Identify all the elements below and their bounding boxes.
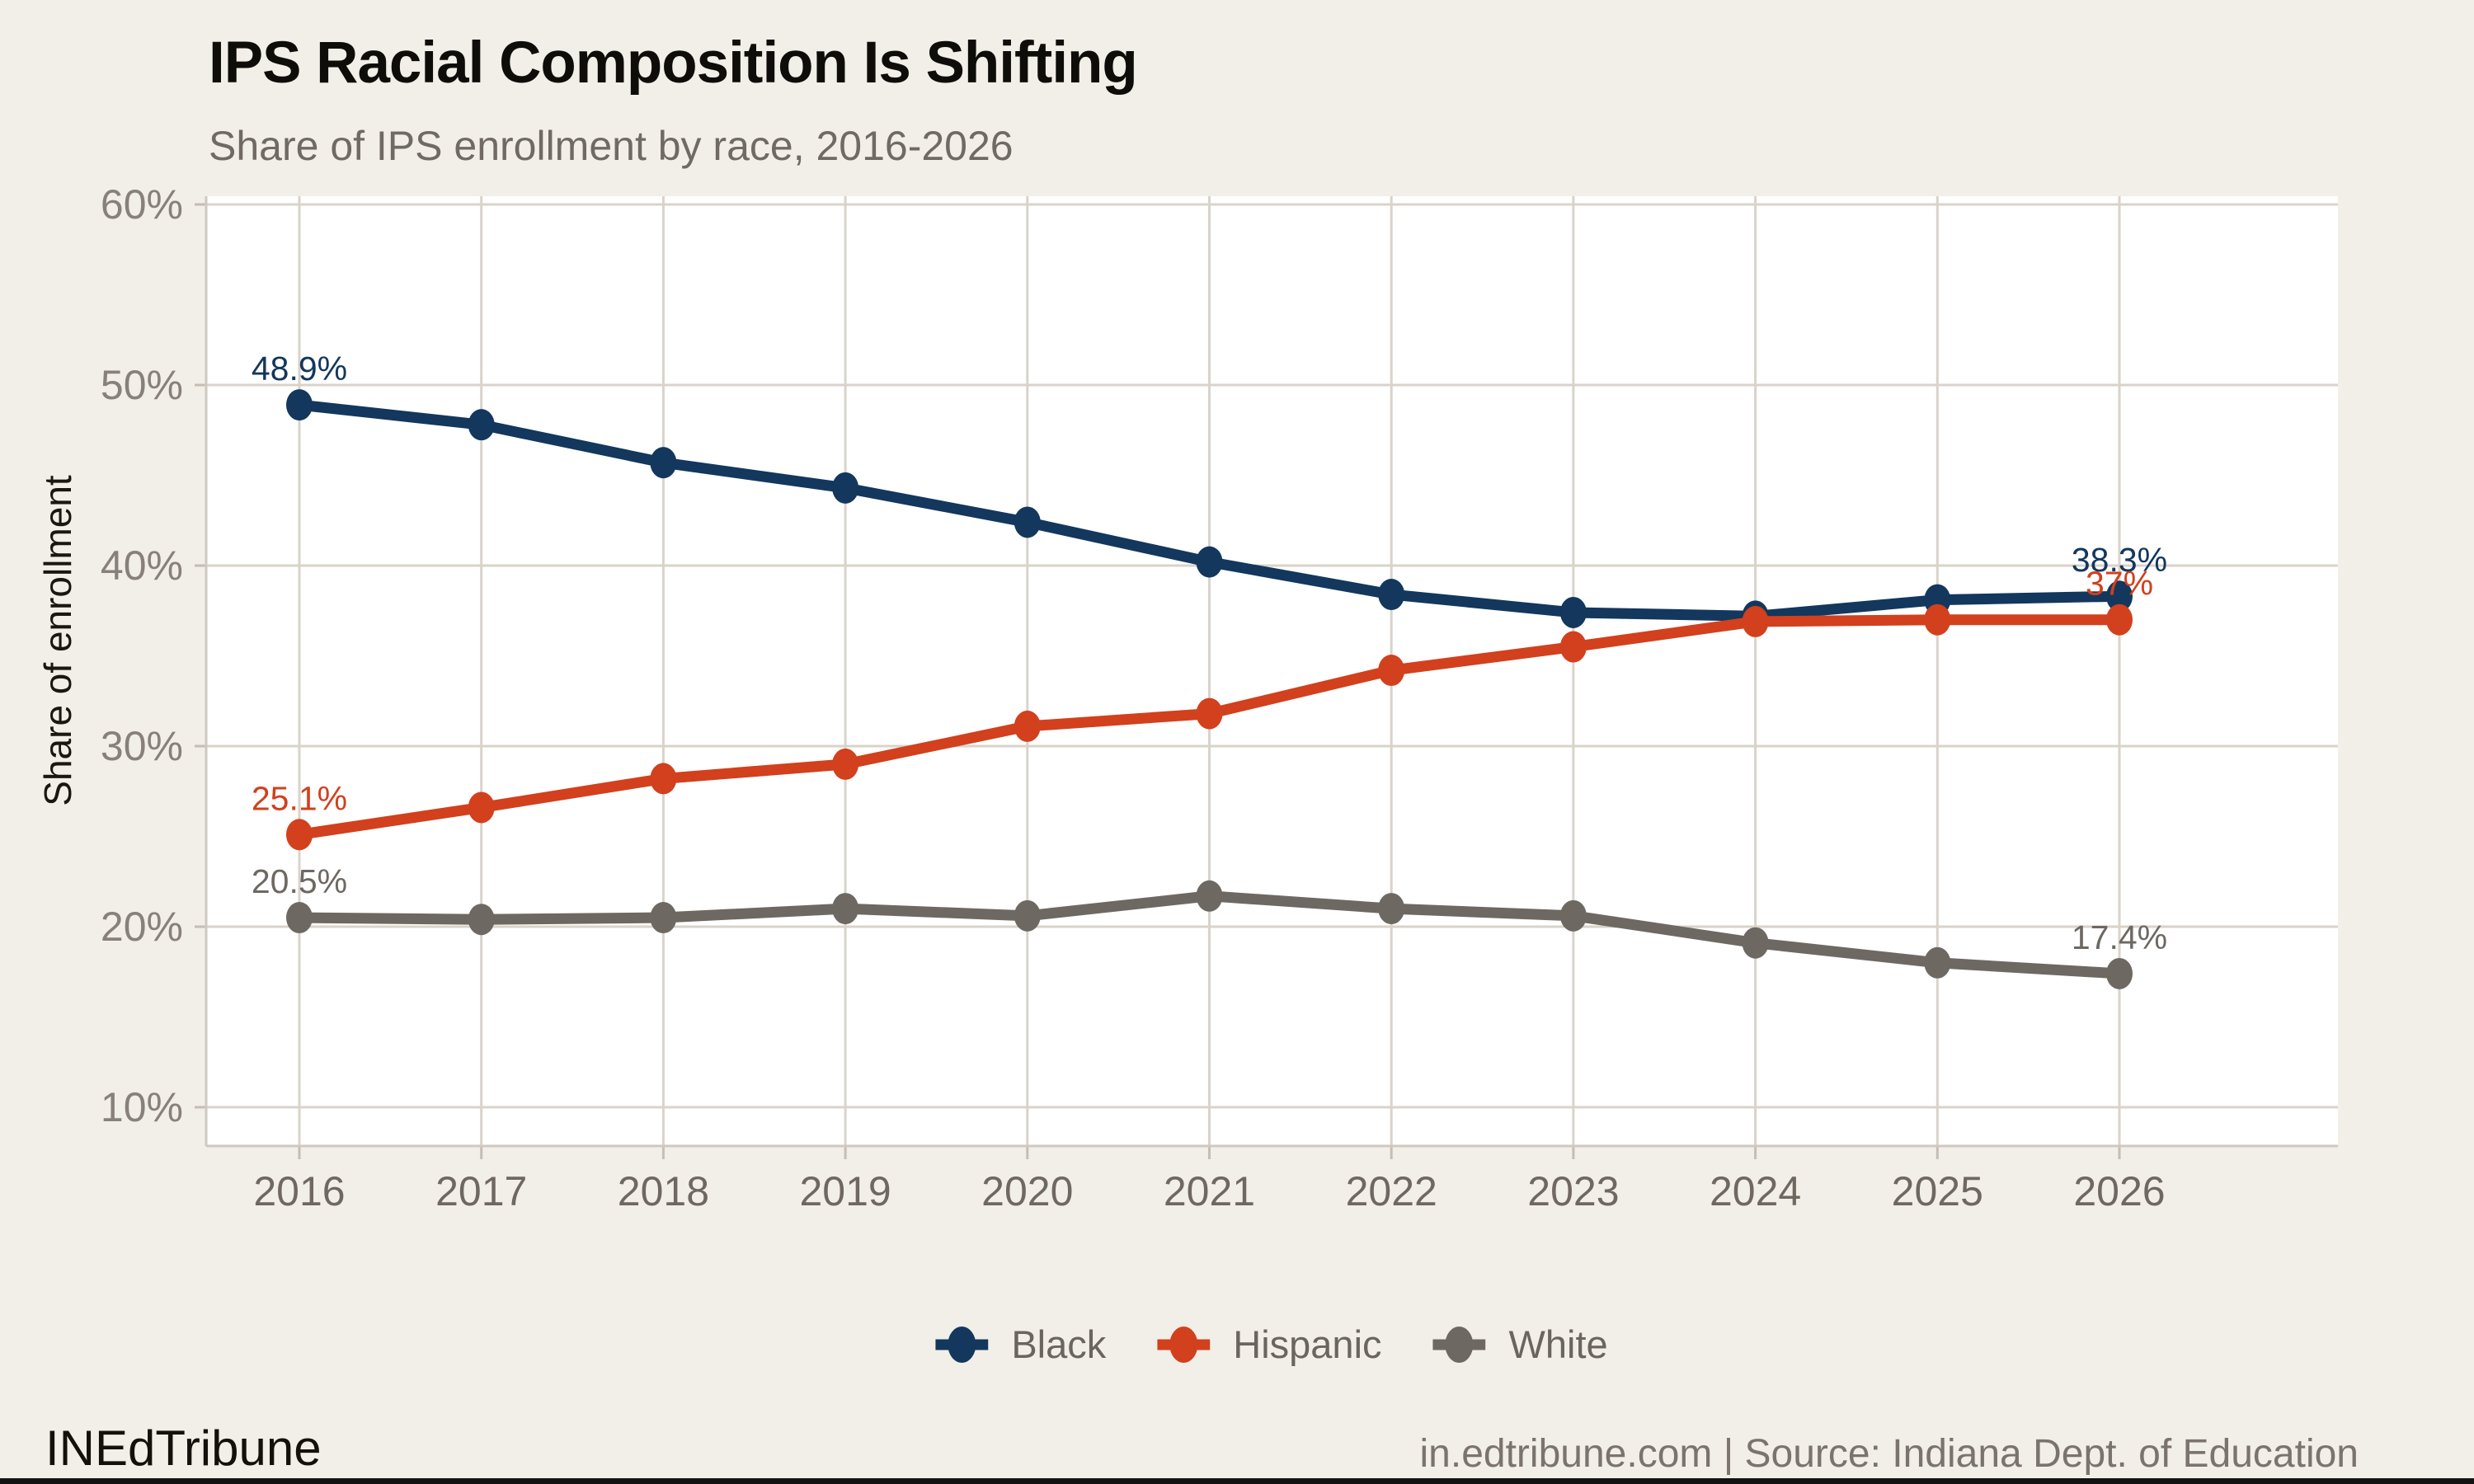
data-point-hispanic [1559,631,1587,663]
series-end-label: 38.3% [2072,541,2167,579]
legend-item-white: White [1432,1321,1608,1369]
legend-item-black: Black [935,1321,1106,1369]
series-end-label: 37% [2086,565,2153,603]
y-tick-label: 40% [101,542,183,589]
series-start-label: 48.9% [252,350,347,387]
legend-label: Black [1011,1322,1107,1366]
data-point-hispanic [650,763,677,795]
data-point-hispanic [1924,603,1951,636]
data-point-white [650,902,677,934]
chart-subtitle: Share of IPS enrollment by race, 2016-20… [209,123,1014,169]
data-point-hispanic [832,748,859,780]
data-point-white [1196,880,1223,912]
x-tick-label: 2026 [2073,1168,2165,1214]
line-dot-marker-icon [1157,1327,1211,1363]
line-dot-marker-icon [935,1327,989,1363]
y-tick-label: 10% [101,1084,183,1130]
x-tick-label: 2022 [1346,1168,1437,1214]
line-dot-marker-icon [1432,1327,1486,1363]
data-point-hispanic [286,819,313,851]
data-point-hispanic [1196,697,1223,730]
data-point-hispanic [2106,603,2133,636]
x-tick-label: 2019 [799,1168,891,1214]
x-tick-label: 2023 [1527,1168,1619,1214]
data-point-black [1378,579,1405,611]
legend-item-hispanic: Hispanic [1157,1321,1382,1369]
publication-logo: INEdTribune [45,1421,322,1476]
data-point-white [1742,927,1769,959]
data-point-black [832,472,859,504]
data-point-white [286,902,313,934]
x-tick-label: 2020 [981,1168,1073,1214]
data-point-black [468,409,495,441]
data-point-black [286,389,313,421]
source-attribution: in.edtribune.com | Source: Indiana Dept.… [1419,1432,2359,1476]
data-point-black [1014,506,1041,538]
legend-label: Hispanic [1233,1322,1382,1366]
plot-area [206,196,2338,1146]
x-tick-label: 2021 [1164,1168,1255,1214]
series-start-label: 20.5% [252,862,347,900]
series-end-label: 17.4% [2072,918,2167,956]
legend: Black Hispanic White [935,1321,1608,1369]
data-point-white [832,893,859,925]
data-point-white [1559,899,1587,932]
chart-title: IPS Racial Composition Is Shifting [209,31,1138,96]
data-point-hispanic [468,791,495,824]
x-tick-label: 2024 [1710,1168,1801,1214]
data-point-white [2106,957,2133,989]
data-point-black [2106,580,2133,613]
data-point-white [1378,893,1405,925]
data-point-black [650,447,677,479]
data-point-white [468,904,495,936]
bottom-edge-bar [0,1478,2474,1484]
x-tick-label: 2017 [435,1168,527,1214]
data-point-white [1924,946,1951,979]
series-start-label: 25.1% [252,779,347,817]
data-point-hispanic [1378,655,1405,687]
legend-label: White [1508,1322,1608,1366]
data-point-black [1559,596,1587,628]
x-tick-label: 2018 [618,1168,709,1214]
data-point-white [1014,899,1041,932]
data-point-hispanic [1014,710,1041,742]
x-tick-label: 2016 [253,1168,345,1214]
y-tick-label: 50% [101,362,183,408]
data-point-black [1196,546,1223,578]
y-tick-label: 20% [101,904,183,950]
y-axis-title: Share of enrollment [36,475,79,806]
data-point-hispanic [1742,605,1769,637]
x-tick-label: 2025 [1892,1168,1983,1214]
y-tick-label: 60% [101,181,183,228]
y-tick-label: 30% [101,723,183,769]
